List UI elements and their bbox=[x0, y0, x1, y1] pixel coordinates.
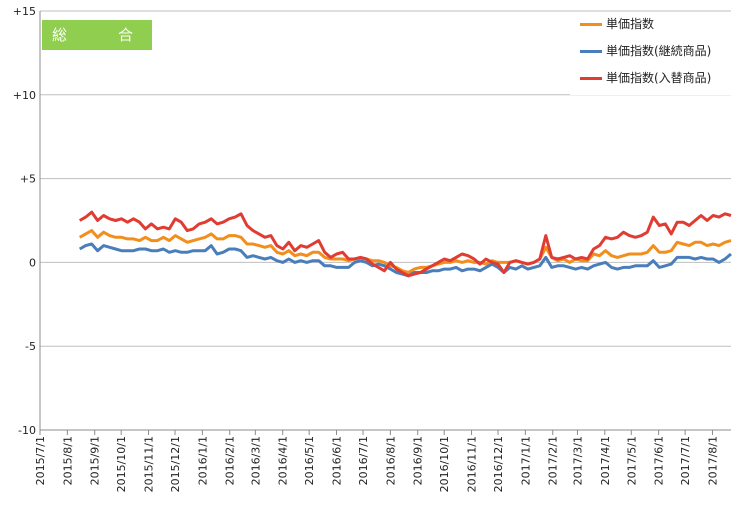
legend-item-unit-price-index: 単価指数 bbox=[570, 14, 735, 41]
x-tick-label: 2017/4/1 bbox=[599, 436, 612, 485]
y-tick-labels: -10 -5 0 +5 +10 +15 bbox=[13, 5, 36, 437]
x-tick-label: 2017/3/1 bbox=[571, 436, 584, 485]
x-tick-label: 2016/4/1 bbox=[277, 436, 290, 485]
y-tick-label: 0 bbox=[29, 256, 36, 269]
x-tick-label: 2016/5/1 bbox=[303, 436, 316, 485]
x-tick-label: 2016/7/1 bbox=[357, 436, 370, 485]
series-lines bbox=[78, 210, 732, 278]
x-tick-label: 2016/2/1 bbox=[224, 436, 237, 485]
legend: 単価指数 単価指数(継続商品) 単価指数(入替商品) bbox=[570, 14, 735, 95]
x-tick-label: 2017/8/1 bbox=[706, 436, 719, 485]
x-tick-label: 2015/11/1 bbox=[143, 436, 156, 492]
x-tick-label: 2016/12/1 bbox=[492, 436, 505, 492]
x-tick-label: 2015/7/1 bbox=[34, 436, 47, 485]
y-tick-label: -10 bbox=[18, 424, 36, 437]
x-tick-label: 2017/5/1 bbox=[625, 436, 638, 485]
legend-label: 単価指数(継続商品) bbox=[606, 44, 712, 58]
x-tick-label: 2017/6/1 bbox=[653, 436, 666, 485]
series-line-0 bbox=[78, 229, 732, 274]
y-tick-label: -5 bbox=[25, 340, 36, 353]
x-tick-label: 2016/11/1 bbox=[466, 436, 479, 492]
legend-label: 単価指数(入替商品) bbox=[606, 71, 712, 85]
legend-swatch-blue bbox=[580, 50, 602, 53]
x-tick-label: 2017/2/1 bbox=[547, 436, 560, 485]
legend-swatch-orange bbox=[580, 23, 602, 26]
y-tick-label: +5 bbox=[20, 173, 36, 186]
x-tick-label: 2016/6/1 bbox=[331, 436, 344, 485]
x-tick-label: 2016/1/1 bbox=[196, 436, 209, 485]
x-tick-label: 2016/9/1 bbox=[412, 436, 425, 485]
x-tick-label: 2016/10/1 bbox=[438, 436, 451, 492]
legend-label: 単価指数 bbox=[606, 17, 655, 31]
legend-item-continuing-products: 単価指数(継続商品) bbox=[570, 41, 735, 68]
chart-title-badge: 総 合 bbox=[42, 20, 152, 50]
y-tick-label: +10 bbox=[13, 89, 36, 102]
series-line-2 bbox=[78, 210, 732, 278]
x-tick-label: 2016/3/1 bbox=[249, 436, 262, 485]
x-tick-label: 2017/1/1 bbox=[519, 436, 532, 485]
axes bbox=[39, 11, 731, 435]
x-tick-labels: 2015/7/1 2015/8/1 2015/9/1 2015/10/1 2015/11… bbox=[34, 436, 719, 492]
x-tick-label: 2016/8/1 bbox=[384, 436, 397, 485]
y-tick-label: +15 bbox=[13, 5, 36, 18]
legend-item-replaced-products: 単価指数(入替商品) bbox=[570, 68, 735, 95]
x-tick-label: 2015/9/1 bbox=[89, 436, 102, 485]
x-tick-label: 2015/8/1 bbox=[61, 436, 74, 485]
x-tick-label: 2017/7/1 bbox=[679, 436, 692, 485]
legend-swatch-red bbox=[580, 77, 602, 80]
x-tick-label: 2015/10/1 bbox=[115, 436, 128, 492]
x-tick-label: 2015/12/1 bbox=[169, 436, 182, 492]
